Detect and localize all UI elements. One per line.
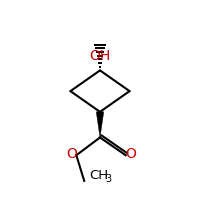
Text: 3: 3 [105,174,111,184]
Text: O: O [125,147,136,161]
Text: OH: OH [89,49,111,63]
Polygon shape [96,112,104,137]
Text: CH: CH [89,169,108,182]
Text: O: O [66,147,77,161]
